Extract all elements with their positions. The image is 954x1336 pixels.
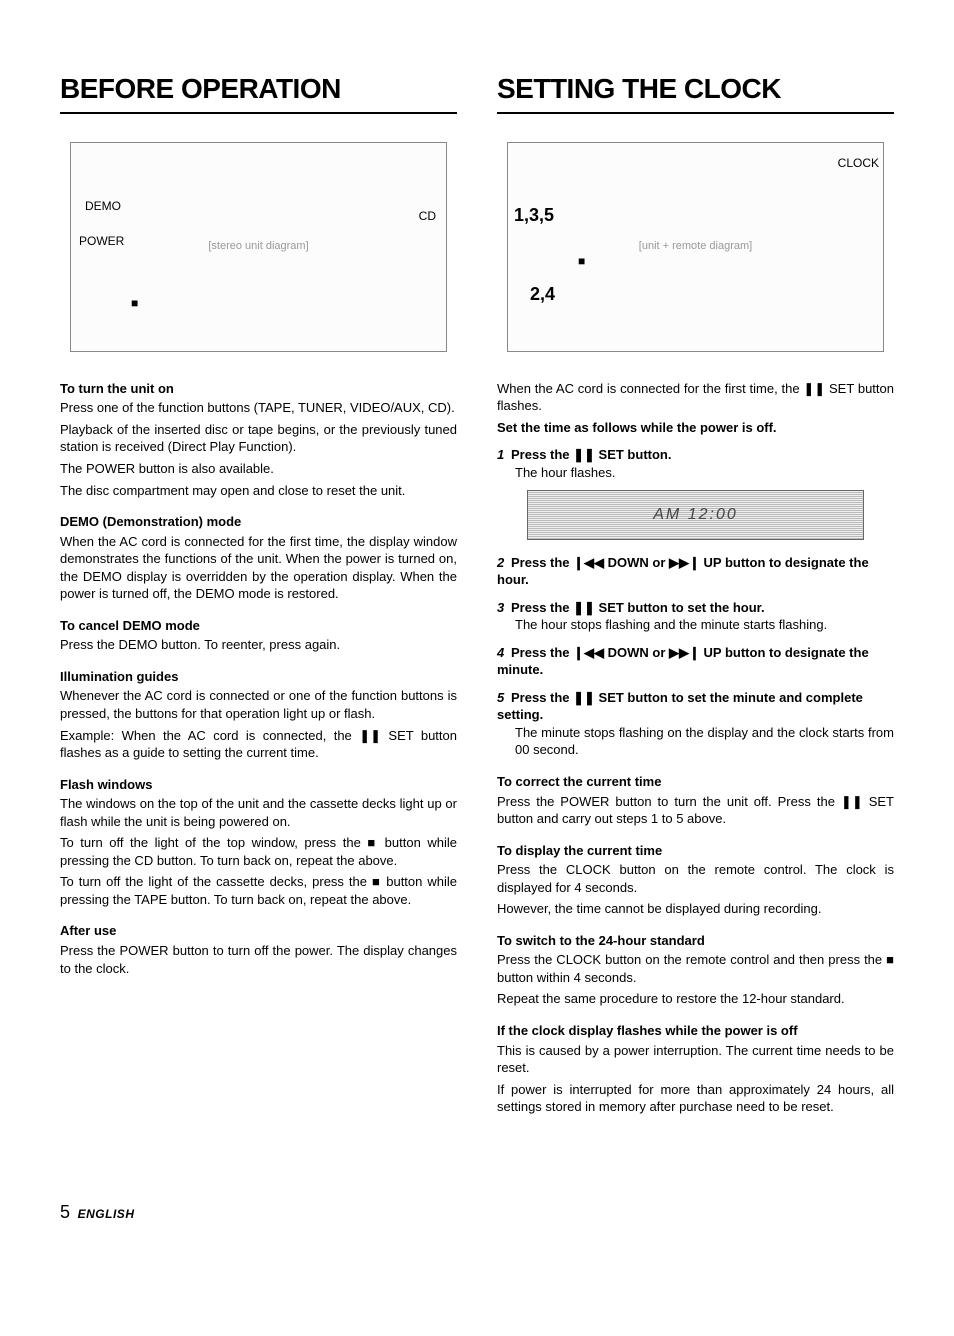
section-paragraph: Playback of the inserted disc or tape be… (60, 421, 457, 456)
section-paragraph: To turn off the light of the cassette de… (60, 873, 457, 908)
section-paragraph: To turn off the light of the top window,… (60, 834, 457, 869)
section-heading: If the clock display flashes while the p… (497, 1022, 894, 1040)
section-paragraph: The windows on the top of the unit and t… (60, 795, 457, 830)
section-heading: DEMO (Demonstration) mode (60, 513, 457, 531)
section-heading: Flash windows (60, 776, 457, 794)
before-operation-diagram: DEMO POWER CD ■ [stereo unit diagram] (70, 142, 447, 352)
step: 3Press the ❚❚ SET button to set the hour… (497, 599, 894, 617)
step-heading: Press the ❙◀◀ DOWN or ▶▶❙ UP button to d… (497, 645, 869, 678)
section-paragraph: Press the CLOCK button on the remote con… (497, 951, 894, 986)
step-body: The hour stops flashing and the minute s… (515, 616, 894, 634)
section-paragraph: The disc compartment may open and close … (60, 482, 457, 500)
step: 5Press the ❚❚ SET button to set the minu… (497, 689, 894, 724)
label-cd: CD (419, 208, 436, 224)
intro-bold: Set the time as follows while the power … (497, 419, 894, 437)
section-paragraph: Press the POWER button to turn off the p… (60, 942, 457, 977)
diagram-placeholder: [unit + remote diagram] (639, 239, 752, 254)
step-heading: Press the ❚❚ SET button to set the minut… (497, 690, 863, 723)
left-column: BEFORE OPERATION DEMO POWER CD ■ [stereo… (60, 70, 457, 1120)
label-steps-24: 2,4 (530, 282, 555, 306)
section-paragraph: Press the CLOCK button on the remote con… (497, 861, 894, 896)
step: 2Press the ❙◀◀ DOWN or ▶▶❙ UP button to … (497, 554, 894, 589)
step-heading: Press the ❚❚ SET button to set the hour. (511, 600, 765, 615)
label-stop: ■ (131, 295, 138, 311)
step-heading: Press the ❚❚ SET button. (511, 447, 671, 462)
section-paragraph: Press the DEMO button. To reenter, press… (60, 636, 457, 654)
section-paragraph: If power is interrupted for more than ap… (497, 1081, 894, 1116)
section-paragraph: The POWER button is also available. (60, 460, 457, 478)
label-clock: CLOCK (838, 155, 879, 171)
section-paragraph: Example: When the AC cord is connected, … (60, 727, 457, 762)
label-power: POWER (79, 233, 124, 249)
section-heading: Illumination guides (60, 668, 457, 686)
page-number: 5 (60, 1202, 70, 1222)
step-number: 1 (497, 446, 511, 464)
section-heading: To correct the current time (497, 773, 894, 791)
section-paragraph: Press one of the function buttons (TAPE,… (60, 399, 457, 417)
lcd-display-illustration: AM 12:00 (527, 490, 864, 540)
label-demo: DEMO (85, 198, 121, 214)
label-stop-r: ■ (578, 253, 585, 269)
step-body: The minute stops flashing on the display… (515, 724, 894, 759)
section-paragraph: Whenever the AC cord is connected or one… (60, 687, 457, 722)
section-paragraph: However, the time cannot be displayed du… (497, 900, 894, 918)
section-paragraph: Press the POWER button to turn the unit … (497, 793, 894, 828)
section-paragraph: When the AC cord is connected for the fi… (60, 533, 457, 603)
intro-line: When the AC cord is connected for the fi… (497, 380, 894, 415)
page-footer: 5 ENGLISH (60, 1200, 894, 1224)
section-paragraph: Repeat the same procedure to restore the… (497, 990, 894, 1008)
section-heading: To switch to the 24-hour standard (497, 932, 894, 950)
page-language: ENGLISH (78, 1207, 135, 1221)
step-number: 3 (497, 599, 511, 617)
section-heading: To cancel DEMO mode (60, 617, 457, 635)
right-column: SETTING THE CLOCK 1,3,5 2,4 ■ CLOCK [uni… (497, 70, 894, 1120)
diagram-placeholder: [stereo unit diagram] (208, 239, 308, 254)
left-title: BEFORE OPERATION (60, 70, 457, 114)
step: 1Press the ❚❚ SET button. (497, 446, 894, 464)
step-number: 2 (497, 554, 511, 572)
section-heading: After use (60, 922, 457, 940)
step-body: The hour flashes. (515, 464, 894, 482)
setting-clock-diagram: 1,3,5 2,4 ■ CLOCK [unit + remote diagram… (507, 142, 884, 352)
section-paragraph: This is caused by a power interruption. … (497, 1042, 894, 1077)
step: 4Press the ❙◀◀ DOWN or ▶▶❙ UP button to … (497, 644, 894, 679)
section-heading: To turn the unit on (60, 380, 457, 398)
label-steps-135: 1,3,5 (514, 203, 554, 227)
section-heading: To display the current time (497, 842, 894, 860)
right-title: SETTING THE CLOCK (497, 70, 894, 114)
step-number: 4 (497, 644, 511, 662)
step-number: 5 (497, 689, 511, 707)
step-heading: Press the ❙◀◀ DOWN or ▶▶❙ UP button to d… (497, 555, 869, 588)
